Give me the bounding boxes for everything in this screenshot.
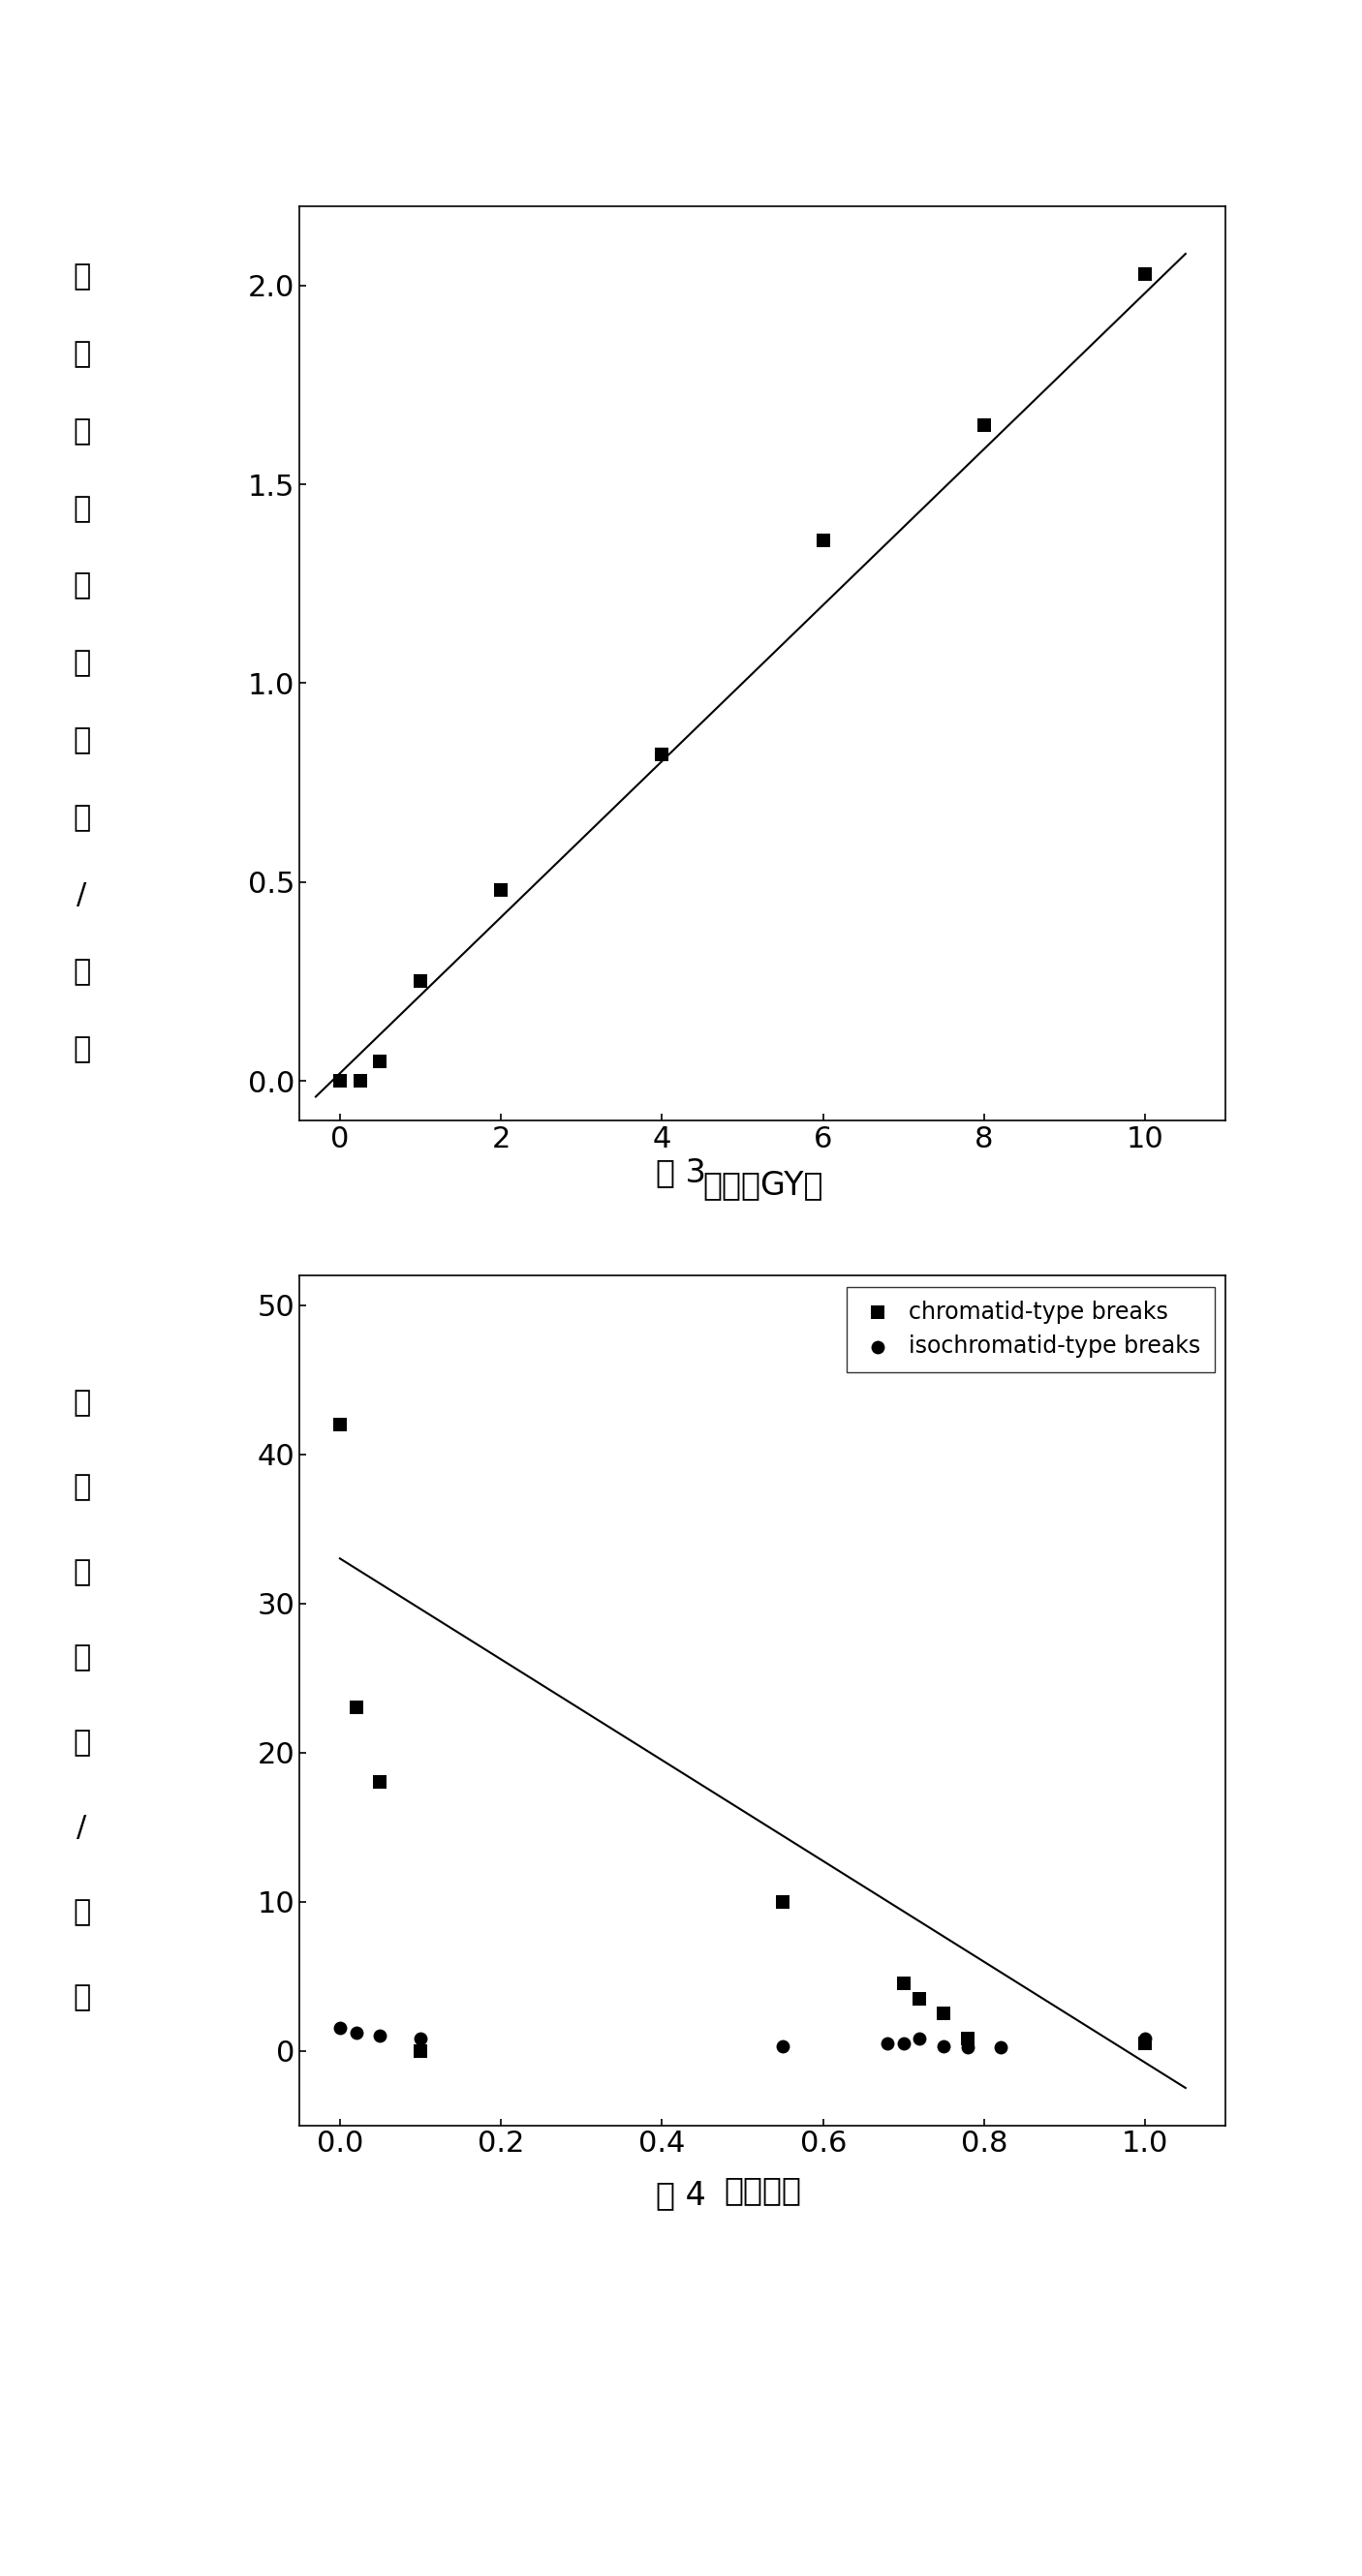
Text: 断: 断 [74,1643,90,1672]
isochromatid-type breaks [772,2025,794,2066]
Text: /: / [76,1814,87,1842]
isochromatid-type breaks [410,2017,432,2058]
Point [1135,252,1156,294]
isochromatid-type breaks [957,2027,979,2069]
Text: 胞: 胞 [74,1036,90,1064]
Text: 胞: 胞 [74,1984,90,2012]
Text: 裂: 裂 [74,1728,90,1757]
Text: 图 3: 图 3 [656,1157,706,1188]
chromatid-type breaks [345,1687,366,1728]
chromatid-type breaks [369,1762,391,1803]
chromatid-type breaks [1135,2022,1156,2063]
chromatid-type breaks [772,1880,794,1922]
Point [651,734,673,775]
Text: 色: 色 [74,1473,90,1502]
X-axis label: 剂量（GY）: 剂量（GY） [703,1170,823,1200]
isochromatid-type breaks [877,2022,899,2063]
isochromatid-type breaks [330,2007,351,2048]
Point [410,961,432,1002]
Text: 图 4: 图 4 [656,2179,706,2210]
Legend: chromatid-type breaks, isochromatid-type breaks: chromatid-type breaks, isochromatid-type… [847,1285,1215,1373]
Point [330,1061,351,1103]
Text: 色: 色 [74,495,90,523]
isochromatid-type breaks [989,2027,1011,2069]
Text: 等: 等 [74,263,90,291]
Text: 单: 单 [74,572,90,600]
Point [369,1041,391,1082]
isochromatid-type breaks [908,2017,930,2058]
Text: 点: 点 [74,340,90,368]
chromatid-type breaks [957,2017,979,2058]
Text: 体: 体 [74,649,90,677]
Point [974,404,996,446]
Text: 断: 断 [74,726,90,755]
isochromatid-type breaks [892,2022,914,2063]
Text: 染: 染 [74,417,90,446]
Text: 细: 细 [74,958,90,987]
chromatid-type breaks [892,1963,914,2004]
isochromatid-type breaks [369,2014,391,2056]
chromatid-type breaks [410,2030,432,2071]
Text: 细: 细 [74,1899,90,1927]
Point [349,1061,370,1103]
isochromatid-type breaks [933,2025,955,2066]
Point [490,868,512,909]
X-axis label: 存活分数: 存活分数 [725,2174,801,2205]
chromatid-type breaks [933,1994,955,2035]
Point [812,520,834,562]
Text: 体: 体 [74,1558,90,1587]
chromatid-type breaks [908,1978,930,2020]
Text: 裂: 裂 [74,804,90,832]
chromatid-type breaks [330,1404,351,1445]
isochromatid-type breaks [1135,2017,1156,2058]
isochromatid-type breaks [345,2012,366,2053]
Text: 染: 染 [74,1388,90,1417]
Text: /: / [76,881,87,909]
